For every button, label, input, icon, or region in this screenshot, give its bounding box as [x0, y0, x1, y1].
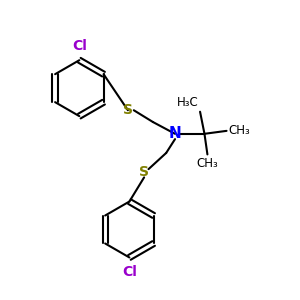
Text: CH₃: CH₃ [228, 124, 250, 137]
Text: N: N [169, 126, 182, 141]
Text: Cl: Cl [72, 39, 87, 53]
Text: S: S [123, 103, 133, 117]
Text: H₃C: H₃C [177, 96, 199, 109]
Text: CH₃: CH₃ [196, 158, 218, 170]
Text: Cl: Cl [122, 265, 137, 279]
Text: S: S [139, 165, 149, 179]
